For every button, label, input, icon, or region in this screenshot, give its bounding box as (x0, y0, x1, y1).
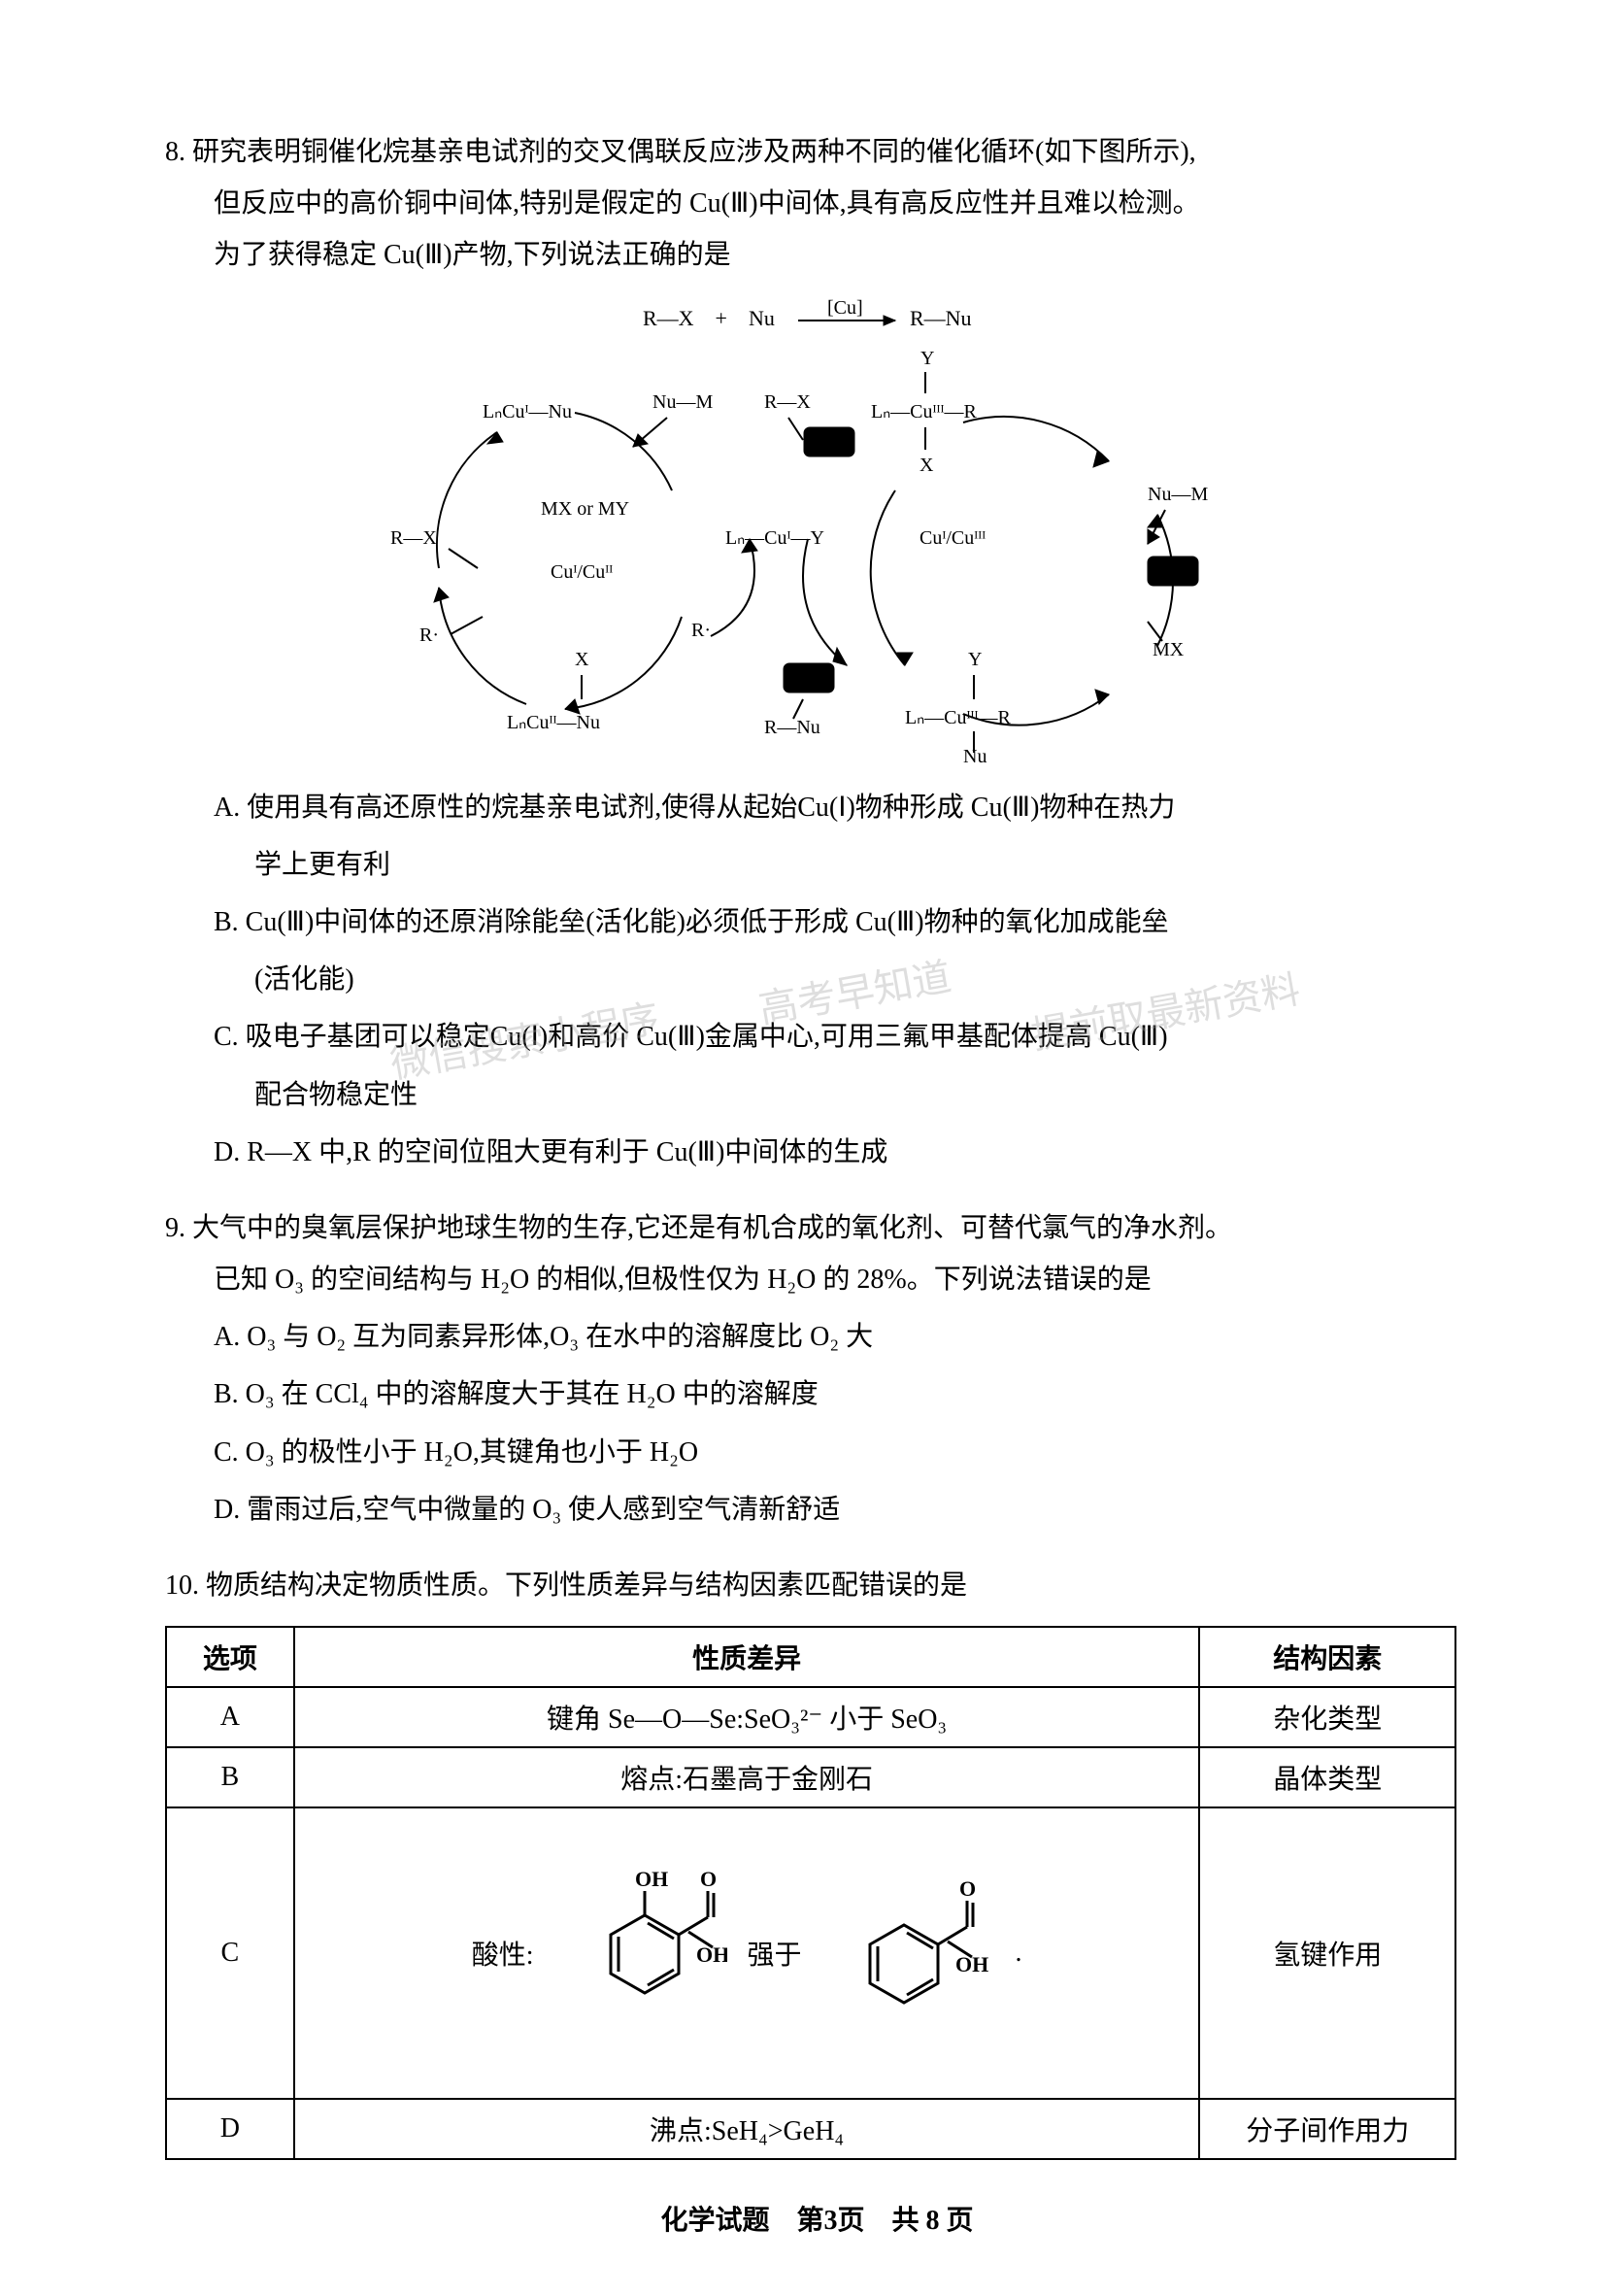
cell-b-opt: B (166, 1747, 294, 1807)
q8-option-a2: 学上更有利 (214, 839, 1469, 891)
q9-intro-line2: 已知 O₃ 的空间结构与 H₂O 的相似,但极性仅为 H₂O 的 28%。下列说… (214, 1254, 1469, 1305)
diag-l8: Nu—M (1148, 484, 1208, 505)
cell-c-diff: 酸性: OH (294, 1807, 1200, 2099)
q9-option-c: C. O₃ 的极性小于 H₂O,其键角也小于 H₂O (214, 1427, 1469, 1478)
question-8: 8. 研究表明铜催化烷基亲电试剂的交叉偶联反应涉及两种不同的催化循环(如下图所示… (165, 126, 1469, 1178)
q8-number: 8. (165, 137, 185, 167)
q8-intro-line2: 但反应中的高价铜中间体,特别是假定的 Cu(Ⅲ)中间体,具有高反应性并且难以检测… (214, 178, 1469, 229)
catalytic-cycle-svg: R—X + Nu [Cu] R—Nu (381, 296, 1254, 762)
question-9: 9. 大气中的臭氧层保护地球生物的生存,它还是有机合成的氧化剂、可替代氯气的净水… (165, 1202, 1469, 1536)
svg-text:X: X (575, 649, 589, 670)
diag-l9: MX (1153, 639, 1185, 660)
cell-d-diff: 沸点:SeH₄>GeH₄ (294, 2099, 1200, 2159)
q8-intro: 8. 研究表明铜催化烷基亲电试剂的交叉偶联反应涉及两种不同的催化循环(如下图所示… (165, 126, 1469, 178)
q9-option-d: D. 雷雨过后,空气中微量的 O₃ 使人感到空气清新舒适 (214, 1484, 1469, 1536)
q9-option-b: B. O₃ 在 CCl₄ 中的溶解度大于其在 H₂O 中的溶解度 (214, 1368, 1469, 1420)
q8-option-b: B. Cu(Ⅲ)中间体的还原消除能垒(活化能)必须低于形成 Cu(Ⅲ)物种的氧化… (214, 896, 1469, 948)
q8-diagram: R—X + Nu [Cu] R—Nu (381, 296, 1254, 762)
cell-a-factor: 杂化类型 (1199, 1687, 1455, 1747)
q10-table: 选项 性质差异 结构因素 A 键角 Se—O—Se:SeO₃²⁻ 小于 SeO₃… (165, 1626, 1456, 2160)
redacted-box-1 (804, 427, 854, 456)
cell-c-mid: 强于 (747, 1934, 801, 1973)
diag-l10: R—X (390, 527, 437, 549)
diag-l2: Nu—M (652, 391, 713, 413)
svg-text:OH: OH (635, 1867, 668, 1891)
q10-number: 10. (165, 1570, 199, 1601)
cell-c-factor: 氢键作用 (1199, 1807, 1455, 2099)
svg-text:Y: Y (968, 649, 982, 670)
diag-l1: LₙCuᴵ—Nu (483, 401, 572, 422)
cell-c-suffix: . (1016, 1938, 1022, 1969)
th-option: 选项 (166, 1627, 294, 1687)
q10-intro-text: 物质结构决定物质性质。下列性质差异与结构因素匹配错误的是 (206, 1570, 967, 1601)
cell-d-factor: 分子间作用力 (1199, 2099, 1455, 2159)
diag-top-eq: R—X + Nu (643, 306, 775, 330)
table-row-c: C 酸性: OH (166, 1807, 1455, 2099)
cell-c-prefix: 酸性: (472, 1934, 534, 1973)
diag-l18: Nu (963, 746, 986, 762)
q8-option-d: D. R—X 中,R 的空间位阻大更有利于 Cu(Ⅲ)中间体的生成 (214, 1127, 1469, 1178)
q8-option-c: C. 吸电子基团可以稳定Cu(Ⅰ)和高价 Cu(Ⅲ)金属中心,可用三氟甲基配体提… (214, 1011, 1469, 1063)
cell-b-diff: 熔点:石墨高于金刚石 (294, 1747, 1200, 1807)
redacted-box-2 (1148, 557, 1198, 586)
diag-l4: MX or MY (541, 498, 629, 520)
q8-intro-line3: 为了获得稳定 Cu(Ⅲ)产物,下列说法正确的是 (214, 229, 1469, 281)
diag-l11: R· (419, 625, 439, 646)
q9-intro: 9. 大气中的臭氧层保护地球生物的生存,它还是有机合成的氧化剂、可替代氯气的净水… (165, 1202, 1469, 1254)
cell-a-diff: 键角 Se—O—Se:SeO₃²⁻ 小于 SeO₃ (294, 1687, 1200, 1747)
svg-text:Y: Y (920, 348, 934, 369)
diag-l15: R—Nu (764, 717, 820, 738)
diag-l14: R· (691, 620, 711, 641)
question-10: 10. 物质结构决定物质性质。下列性质差异与结构因素匹配错误的是 选项 性质差异… (165, 1560, 1469, 2160)
page-footer: 化学试题 第3页 共 8 页 (165, 2199, 1469, 2238)
diag-l13: LₙCuᴵᴵ—Nu (507, 712, 600, 733)
q9-intro-line1: 大气中的臭氧层保护地球生物的生存,它还是有机合成的氧化剂、可替代氯气的净水剂。 (192, 1213, 1232, 1243)
table-row-a: A 键角 Se—O—Se:SeO₃²⁻ 小于 SeO₃ 杂化类型 (166, 1687, 1455, 1747)
diag-top-product: R—Nu (910, 306, 972, 330)
cell-c-opt: C (166, 1807, 294, 2099)
diag-l7: Cuᴵ/Cuᴵᴵᴵ (920, 527, 986, 549)
svg-text:O: O (959, 1876, 976, 1901)
svg-text:OH: OH (696, 1942, 727, 1967)
table-row-d: D 沸点:SeH₄>GeH₄ 分子间作用力 (166, 2099, 1455, 2159)
q8-option-c2: 配合物稳定性 (214, 1069, 1469, 1121)
diag-l6: Lₙ—Cuᴵ—Y (725, 527, 824, 549)
table-row-b: B 熔点:石墨高于金刚石 晶体类型 (166, 1747, 1455, 1807)
cell-b-factor: 晶体类型 (1199, 1747, 1455, 1807)
salicylic-acid-icon: OH O OH (552, 1857, 727, 2049)
diag-l20: Lₙ—Cuᴵᴵᴵ—R (871, 401, 978, 422)
redacted-box-3 (784, 663, 834, 692)
diag-top-arrow-label: [Cu] (827, 297, 863, 319)
benzoic-acid-icon: O OH (821, 1857, 996, 2049)
svg-text:X: X (920, 455, 934, 476)
q9-number: 9. (165, 1213, 185, 1243)
q9-option-a: A. O₃ 与 O₂ 互为同素异形体,O₃ 在水中的溶解度比 O₂ 大 (214, 1311, 1469, 1363)
q10-intro: 10. 物质结构决定物质性质。下列性质差异与结构因素匹配错误的是 (165, 1560, 1469, 1611)
cell-d-opt: D (166, 2099, 294, 2159)
svg-text:O: O (700, 1867, 717, 1891)
cell-a-opt: A (166, 1687, 294, 1747)
diag-l17: Lₙ—Cuᴵᴵᴵ—R (905, 707, 1012, 728)
th-diff: 性质差异 (294, 1627, 1200, 1687)
q8-option-b2: (活化能) (214, 954, 1469, 1005)
diag-l3: R—X (764, 391, 811, 413)
table-header-row: 选项 性质差异 结构因素 (166, 1627, 1455, 1687)
svg-text:OH: OH (955, 1952, 988, 1976)
diag-l5: Cuᴵ/Cuᴵᴵ (551, 561, 613, 583)
q8-intro-line1: 研究表明铜催化烷基亲电试剂的交叉偶联反应涉及两种不同的催化循环(如下图所示), (192, 137, 1196, 167)
th-factor: 结构因素 (1199, 1627, 1455, 1687)
q8-option-a: A. 使用具有高还原性的烷基亲电试剂,使得从起始Cu(Ⅰ)物种形成 Cu(Ⅲ)物… (214, 782, 1469, 833)
